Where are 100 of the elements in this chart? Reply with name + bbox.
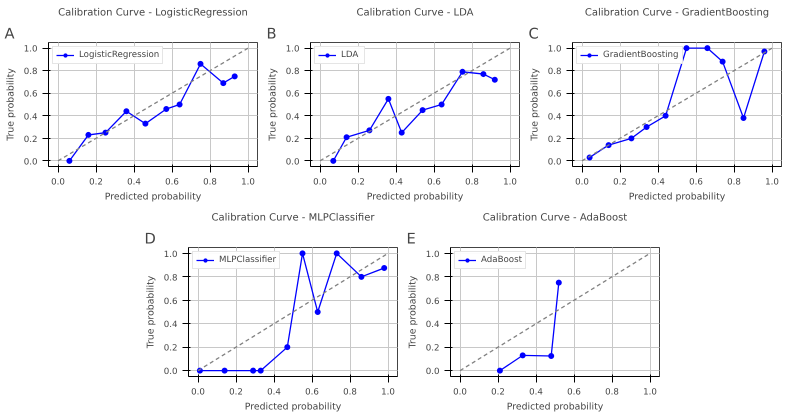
y-tick-label: 0.4 [286,112,300,122]
point [385,96,392,102]
point [720,58,726,65]
y-tick-label: 0.4 [426,320,440,330]
legend-label: GradientBoosting [603,50,678,60]
x-tick-label: 0.0 [51,178,65,188]
point [198,60,204,67]
x-tick-label: 1.0 [765,178,779,188]
x-tick-label: 0.8 [203,178,217,188]
y-tick-label: 1.0 [24,44,38,55]
y-tick-label: 0.4 [24,112,38,122]
text: E [406,230,416,248]
x-tick-label: 0.2 [89,178,103,188]
chart-title: Calibration Curve - AdaBoost [482,212,628,224]
point [300,250,306,256]
point [496,368,503,374]
point [480,71,486,78]
y-tick-label: 0.8 [24,67,38,78]
point [142,120,148,127]
legend-label: LDA [341,50,360,60]
y-tick-label: 0.0 [548,157,562,168]
y-tick-label: 0.8 [286,67,300,78]
y-axis-title: True probability [408,275,419,350]
chart-title: Calibration Curve - GradientBoosting [584,8,770,18]
x-tick-label: 0.4 [529,388,544,398]
x-tick-label: 0.0 [191,388,205,398]
x-tick-label: 0.4 [267,388,282,398]
point [220,80,226,86]
point [123,108,130,114]
chart-title: Calibration Curve - MLPClassifier [212,212,376,224]
x-tick-label: 0.0 [575,178,589,188]
y-tick-label: 0.2 [24,134,38,145]
text: C [528,26,539,42]
point [284,344,290,350]
y-tick-label: 0.4 [548,112,562,122]
y-tick-label: 0.6 [164,296,178,307]
y-tick-label: 0.8 [548,67,562,78]
point [684,45,690,52]
point [628,135,634,142]
y-tick-label: 0.4 [164,320,178,330]
x-tick-label: 0.2 [351,178,365,188]
x-axis-title: Predicted probability [366,192,464,202]
point [334,250,340,256]
chart-title: Calibration Curve - LDA [356,8,474,18]
y-tick-label: 1.0 [286,44,300,55]
y-tick-label: 1.0 [548,44,562,55]
point [662,112,669,119]
y-axis-title: True probability [268,68,279,142]
point [344,134,350,140]
x-tick-label: 0.4 [389,178,404,188]
x-tick-label: 0.4 [127,178,142,188]
x-tick-label: 0.8 [343,388,357,398]
y-axis-title: True probability [6,68,17,142]
text: A [4,26,15,42]
point [330,158,336,164]
point [176,102,183,108]
x-tick-label: 0.2 [613,178,627,188]
point [314,309,321,315]
point [358,274,364,280]
x-tick-label: 1.0 [241,178,255,188]
x-tick-label: 0.8 [727,178,741,188]
y-tick-label: 1.0 [164,250,178,260]
text: B [266,26,277,42]
y-tick-label: 0.0 [426,367,440,378]
legend-label: MLPClassifier [219,255,276,265]
point [66,158,72,164]
x-tick-label: 0.8 [465,178,479,188]
x-tick-label: 0.2 [229,388,243,398]
chart-title: Calibration Curve - LogisticRegression [58,8,248,18]
x-tick-label: 0.8 [605,388,619,398]
y-tick-label: 0.8 [164,273,178,284]
point [460,68,466,75]
x-tick-label: 0.0 [453,388,467,398]
x-tick-label: 0.2 [491,388,505,398]
y-tick-label: 0.6 [24,90,38,100]
point [704,45,710,52]
point [548,352,554,359]
y-tick-label: 0.2 [164,344,178,354]
point [644,124,650,130]
x-tick-label: 0.4 [651,178,666,188]
y-tick-label: 0.0 [286,157,300,168]
x-tick-label: 0.6 [689,178,703,188]
legend-label: LogisticRegression [79,50,160,60]
point [420,107,426,114]
y-tick-label: 0.6 [548,90,562,100]
x-tick-label: 0.0 [313,178,327,188]
point [222,368,228,374]
point [520,352,526,358]
y-axis-title: True probability [146,275,157,350]
point [438,102,445,108]
x-axis-title: Predicted probability [104,192,202,202]
y-tick-label: 0.2 [286,134,300,145]
point [258,368,264,374]
text: D [144,230,156,248]
y-tick-label: 1.0 [426,250,440,260]
y-tick-label: 0.6 [286,90,300,100]
y-tick-label: 0.8 [426,273,440,284]
x-tick-label: 0.6 [305,388,319,398]
y-tick-label: 0.2 [548,134,562,145]
legend-label: AdaBoost [481,255,522,265]
